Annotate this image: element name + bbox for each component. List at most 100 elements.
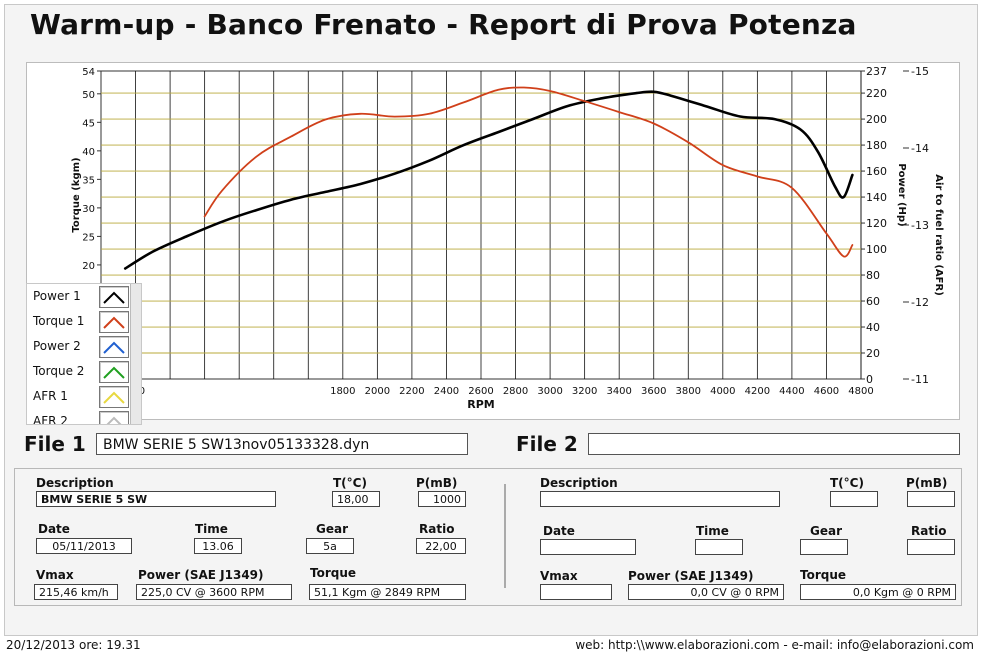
file1-name-field[interactable]: BMW SERIE 5 SW13nov05133328.dyn — [96, 433, 468, 455]
x-tick-label: 2200 — [399, 386, 424, 397]
run2-pressure-label: P(mB) — [906, 476, 948, 490]
torque-1-series-line — [203, 86, 854, 258]
run2-ratio-label: Ratio — [911, 524, 947, 538]
afr-tick-label: -12 — [911, 296, 929, 309]
run1-torque-label: Torque — [310, 566, 357, 580]
legend-swatch-icon[interactable] — [99, 361, 129, 383]
power-tick-label: 60 — [866, 295, 880, 308]
file2-name-field[interactable] — [588, 433, 960, 455]
legend-item[interactable]: Torque 2 — [27, 361, 141, 383]
legend-item[interactable]: Power 2 — [27, 336, 141, 358]
run1-temp-field[interactable]: 18,00 — [332, 491, 380, 507]
legend-item-label: Torque 1 — [33, 314, 85, 328]
x-tick-label: 3000 — [537, 386, 562, 397]
x-tick-label: 3800 — [676, 386, 701, 397]
run2-ratio-field[interactable] — [907, 539, 955, 555]
afr-tick-label: -11 — [911, 373, 929, 386]
x-tick-label: 2600 — [468, 386, 493, 397]
x-axis-label: RPM — [467, 398, 494, 411]
run1-date-label: Date — [38, 522, 70, 536]
afr-tick-label: -13 — [911, 219, 929, 232]
torque-tick-label: 25 — [82, 232, 95, 243]
afr-axis-label: Air to fuel ratio (AFR) — [933, 174, 944, 296]
run2-description-label: Description — [540, 476, 618, 490]
legend-item[interactable]: Torque 1 — [27, 311, 141, 333]
run1-torque-field[interactable]: 51,1 Kgm @ 2849 RPM — [309, 584, 466, 600]
legend-item[interactable]: AFR 2 — [27, 411, 141, 424]
power-tick-label: 20 — [866, 347, 880, 360]
run2-power-label: Power (SAE J1349) — [628, 569, 754, 583]
x-tick-label: 4200 — [745, 386, 770, 397]
run2-gear-field[interactable] — [800, 539, 848, 555]
run1-power-field[interactable]: 225,0 CV @ 3600 RPM — [136, 584, 292, 600]
legend-swatch-icon[interactable] — [99, 411, 129, 424]
run1-gear-field[interactable]: 5a — [306, 538, 354, 554]
run2-temp-field[interactable] — [830, 491, 878, 507]
power-tick-label: 80 — [866, 269, 880, 282]
power-tick-label: 140 — [866, 191, 887, 204]
torque-tick-label: 40 — [82, 147, 95, 158]
run1-time-field[interactable]: 13.06 — [194, 538, 242, 554]
run2-time-field[interactable] — [695, 539, 743, 555]
power-tick-label: 0 — [866, 373, 873, 386]
x-tick-label: 3200 — [572, 386, 597, 397]
file2-label: File 2 — [516, 432, 578, 456]
run1-vmax-field[interactable]: 215,46 km/h — [34, 584, 118, 600]
legend-swatch-icon[interactable] — [99, 386, 129, 408]
run1-ratio-field[interactable]: 22,00 — [416, 538, 466, 554]
run2-date-field[interactable] — [540, 539, 636, 555]
dyno-chart-svg: 60 0 1800 2000 2200 2400 2600 2800 3000 3200 3400 3… — [71, 65, 944, 411]
run1-pressure-field[interactable]: 1000 — [418, 491, 466, 507]
torque-tick-label: 30 — [82, 204, 95, 215]
run2-description-field[interactable] — [540, 491, 780, 507]
run1-time-label: Time — [195, 522, 228, 536]
legend-item-label: Power 2 — [33, 339, 81, 353]
run2-torque-field[interactable]: 0,0 Kgm @ 0 RPM — [800, 584, 956, 600]
x-tick-label: 4800 — [848, 386, 873, 397]
x-tick-label: 2000 — [365, 386, 390, 397]
legend-item[interactable]: AFR 1 — [27, 386, 141, 408]
run2-torque-label: Torque — [800, 568, 847, 582]
panel-divider — [504, 484, 506, 588]
torque-tick-label: 54 — [82, 67, 95, 78]
x-tick-label: 3600 — [641, 386, 666, 397]
legend-item-label: Power 1 — [33, 289, 81, 303]
run1-pressure-label: P(mB) — [416, 476, 458, 490]
run1-temp-label: T(°C) — [333, 476, 367, 490]
run2-time-label: Time — [696, 524, 729, 538]
legend-scrollbar[interactable] — [130, 284, 141, 424]
torque-tick-label: 50 — [82, 90, 95, 101]
power-tick-label: 180 — [866, 139, 887, 152]
power-axis-label: Power (Hp) — [896, 163, 907, 226]
file1-label: File 1 — [24, 432, 86, 456]
legend-item-label: AFR 1 — [33, 389, 68, 403]
legend-item-label: Torque 2 — [33, 364, 85, 378]
power-tick-label: 160 — [866, 165, 887, 178]
legend-swatch-icon[interactable] — [99, 286, 129, 308]
run2-vmax-label: Vmax — [540, 569, 578, 583]
run1-description-label: Description — [36, 476, 114, 490]
chart-legend: Power 1 Torque 1 Power 2 Torque 2 AFR 1 AFR 2 — [26, 283, 142, 425]
afr-tick-label: -15 — [911, 65, 929, 78]
x-tick-label: 3400 — [606, 386, 631, 397]
torque-axis-label: Torque (kgm) — [71, 157, 82, 232]
run2-vmax-field[interactable] — [540, 584, 612, 600]
x-tick-label: 4000 — [710, 386, 735, 397]
run2-power-field[interactable]: 0,0 CV @ 0 RPM — [628, 584, 784, 600]
run1-date-field[interactable]: 05/11/2013 — [36, 538, 132, 554]
power-tick-label: 100 — [866, 243, 887, 256]
x-tick-label: 4400 — [779, 386, 804, 397]
page-title: Warm-up - Banco Frenato - Report di Prov… — [30, 8, 857, 41]
report-datetime: 20/12/2013 ore: 19.31 — [6, 638, 141, 652]
run1-gear-label: Gear — [316, 522, 349, 536]
footer-contact: web: http:\\www.elaborazioni.com - e-mai… — [575, 638, 974, 652]
run2-pressure-field[interactable] — [907, 491, 955, 507]
power-tick-label: 200 — [866, 113, 887, 126]
legend-item[interactable]: Power 1 — [27, 286, 141, 308]
x-tick-label: 1800 — [330, 386, 355, 397]
run1-description-field[interactable]: BMW SERIE 5 SW — [36, 491, 276, 507]
power-tick-label: 237 — [866, 65, 887, 78]
run1-ratio-label: Ratio — [419, 522, 455, 536]
legend-swatch-icon[interactable] — [99, 336, 129, 358]
legend-swatch-icon[interactable] — [99, 311, 129, 333]
